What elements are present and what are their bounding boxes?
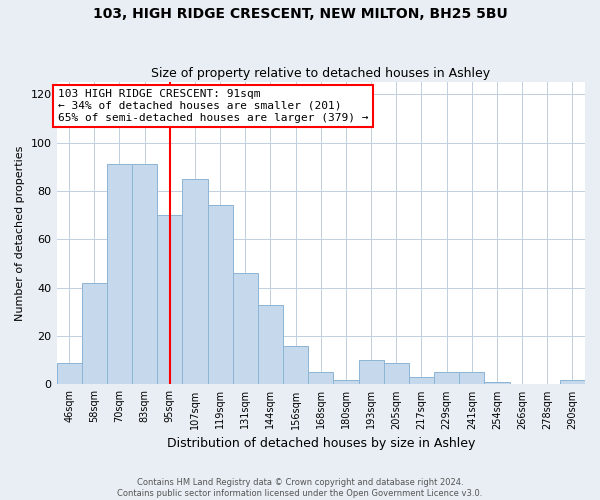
Bar: [233, 273, 258, 384]
Bar: [258, 304, 283, 384]
Title: Size of property relative to detached houses in Ashley: Size of property relative to detached ho…: [151, 66, 490, 80]
Bar: [82, 283, 107, 384]
Text: 103 HIGH RIDGE CRESCENT: 91sqm
← 34% of detached houses are smaller (201)
65% of: 103 HIGH RIDGE CRESCENT: 91sqm ← 34% of …: [58, 90, 368, 122]
Bar: [208, 206, 233, 384]
Bar: [409, 377, 434, 384]
Bar: [359, 360, 383, 384]
Bar: [459, 372, 484, 384]
Text: 103, HIGH RIDGE CRESCENT, NEW MILTON, BH25 5BU: 103, HIGH RIDGE CRESCENT, NEW MILTON, BH…: [92, 8, 508, 22]
Bar: [383, 362, 409, 384]
Bar: [107, 164, 132, 384]
Bar: [56, 362, 82, 384]
Bar: [484, 382, 509, 384]
X-axis label: Distribution of detached houses by size in Ashley: Distribution of detached houses by size …: [167, 437, 475, 450]
Bar: [560, 380, 585, 384]
Bar: [157, 215, 182, 384]
Text: Contains HM Land Registry data © Crown copyright and database right 2024.
Contai: Contains HM Land Registry data © Crown c…: [118, 478, 482, 498]
Y-axis label: Number of detached properties: Number of detached properties: [15, 146, 25, 321]
Bar: [132, 164, 157, 384]
Bar: [334, 380, 359, 384]
Bar: [283, 346, 308, 385]
Bar: [434, 372, 459, 384]
Bar: [308, 372, 334, 384]
Bar: [182, 179, 208, 384]
